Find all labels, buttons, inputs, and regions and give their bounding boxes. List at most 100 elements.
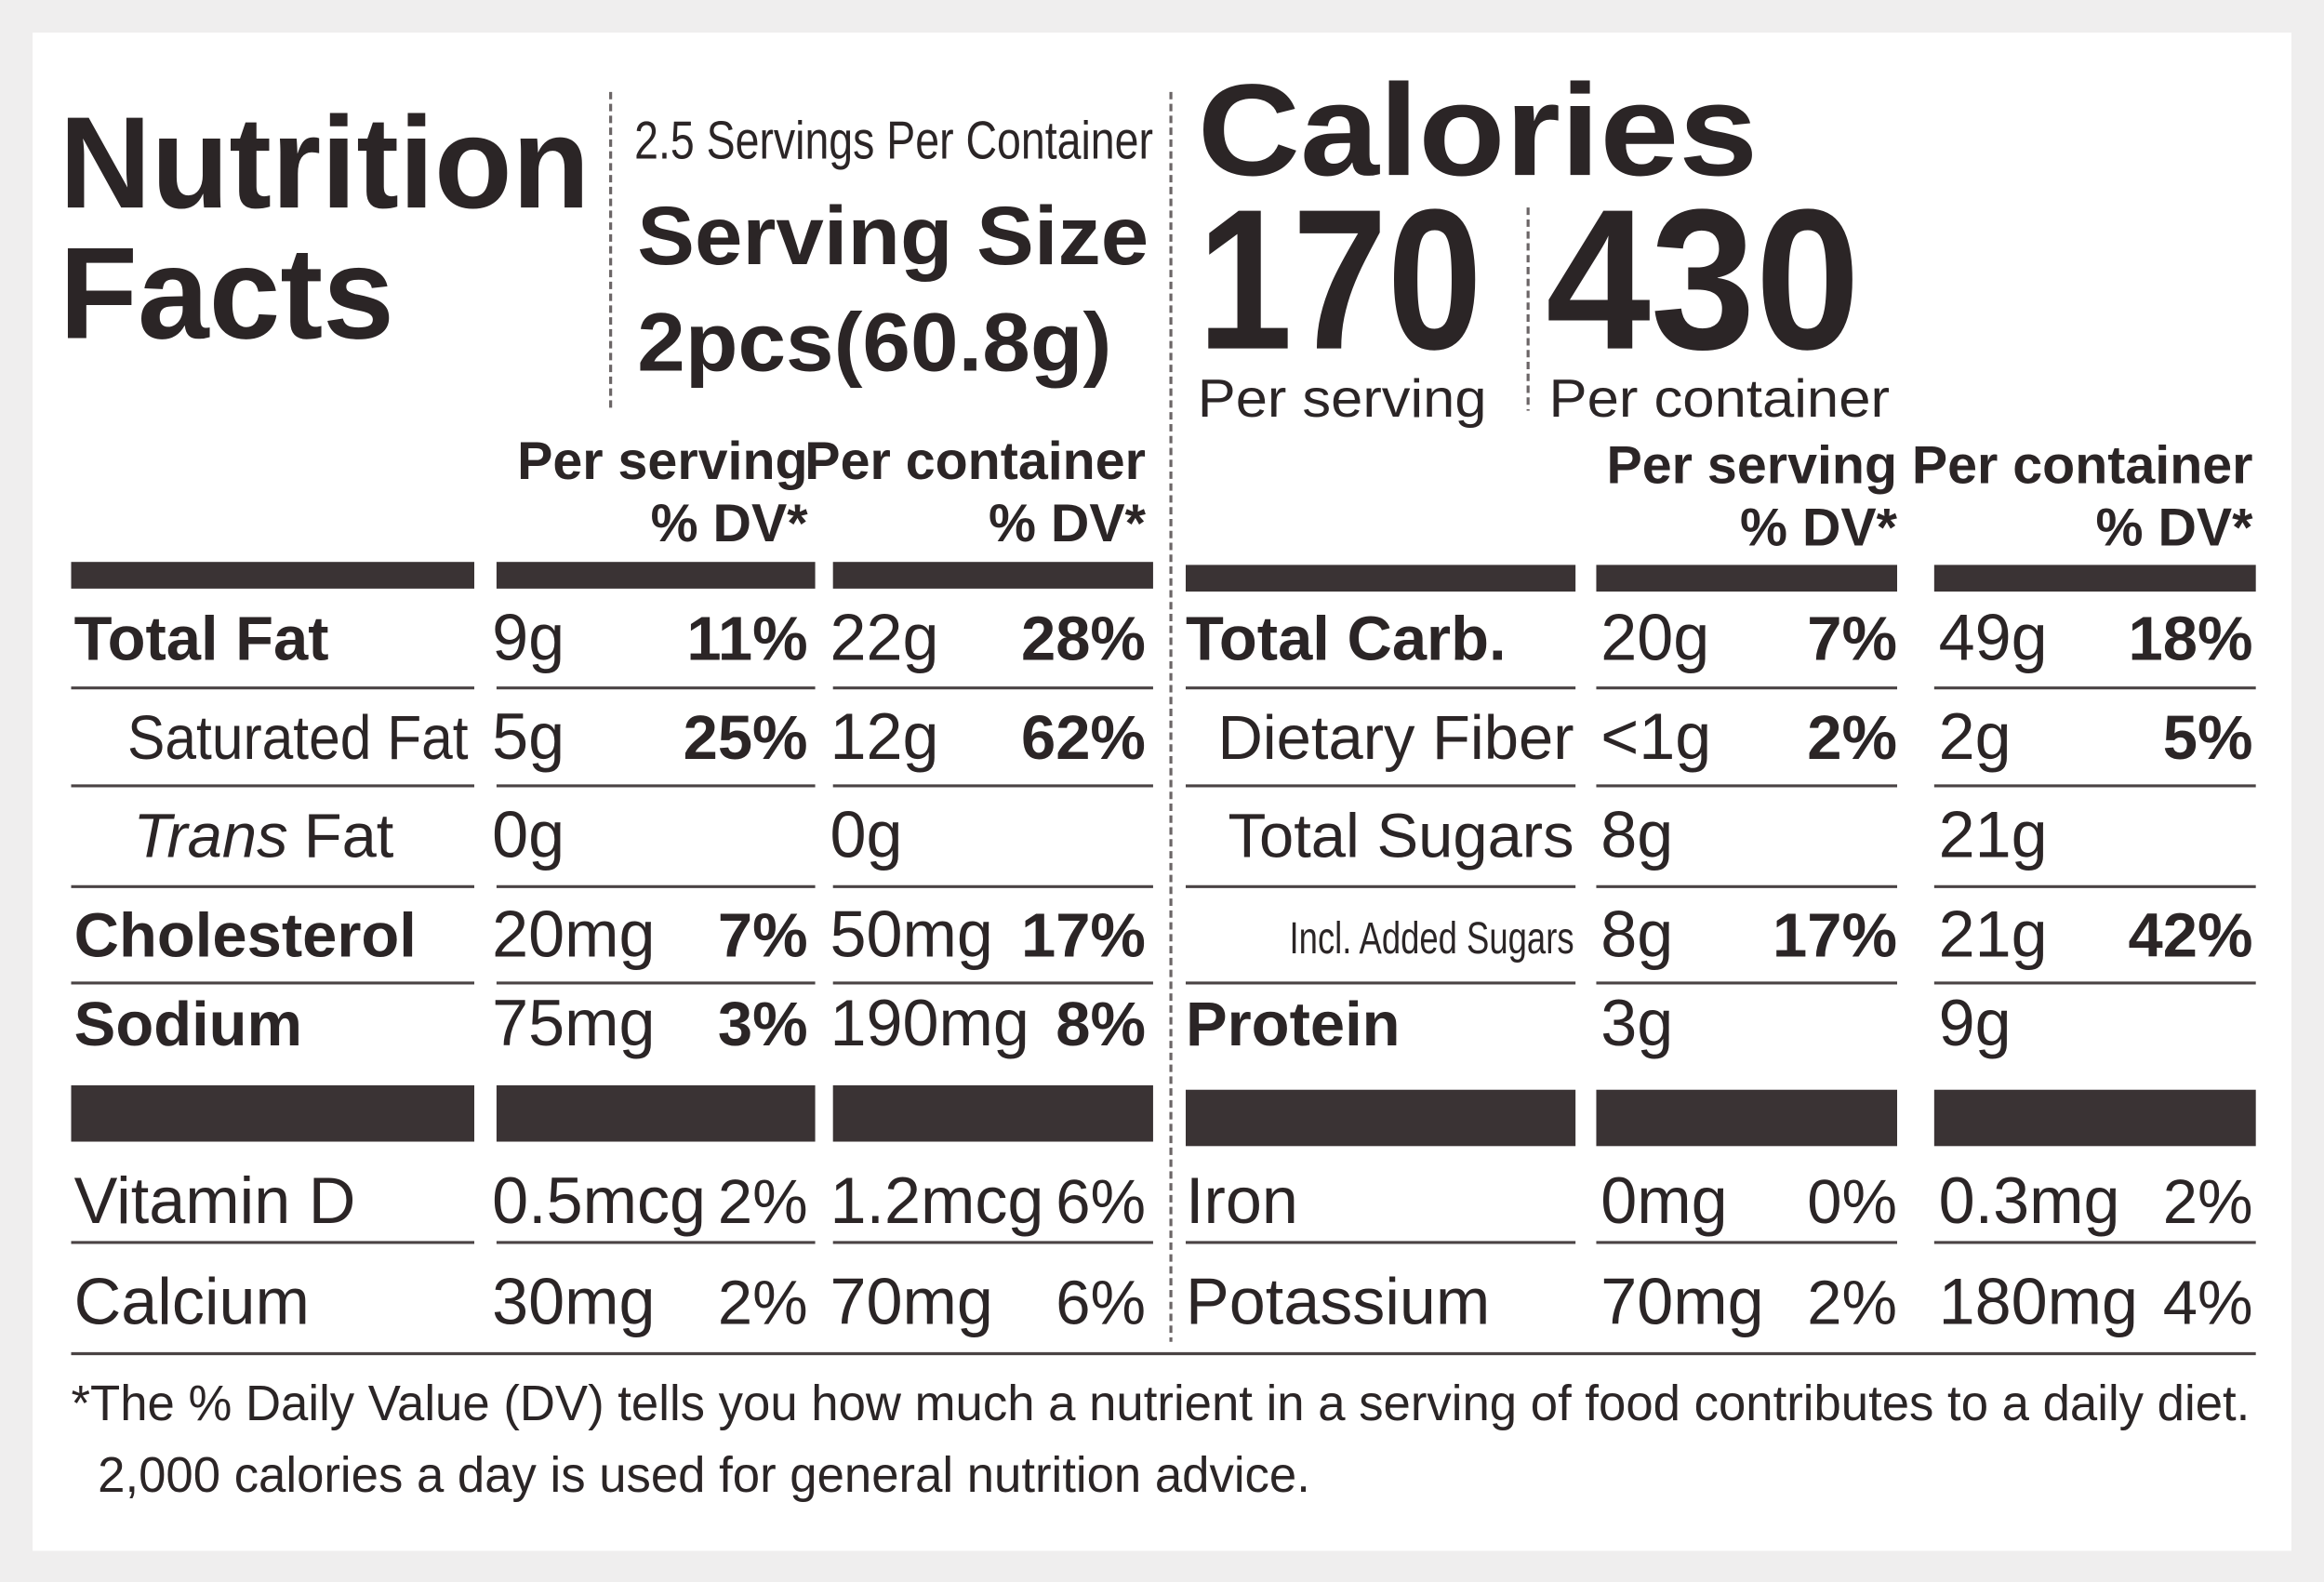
daily-value: 25% [684, 703, 808, 773]
thick-bar [1933, 565, 2256, 592]
amount: 8g [1600, 897, 1673, 970]
nutrient-name: Trans [133, 801, 287, 871]
servings-per-container: 2.5 Servings Per Container [634, 112, 1153, 171]
calories-caption: Per serving [1198, 369, 1487, 429]
amount: 20mg [492, 897, 655, 970]
amount: 0.3mg [1939, 1164, 2120, 1237]
column-header: Per serving [1606, 436, 1897, 496]
amount: 22g [830, 601, 939, 673]
nutrient-name: Total Carb. [1186, 604, 1507, 673]
amount: 21g [1939, 897, 2048, 970]
nutrient-name: Dietary Fiber [1217, 703, 1574, 773]
daily-value: 11% [686, 604, 807, 673]
nutrient-name: Vitamin D [74, 1164, 356, 1237]
column-header: % DV* [989, 494, 1147, 553]
daily-value: 7% [718, 900, 808, 970]
label-panel [33, 33, 2291, 1551]
amount: 49g [1939, 601, 2048, 673]
thick-bar [832, 562, 1153, 589]
amount: 0.5mcg [492, 1164, 706, 1237]
daily-value: 17% [1021, 900, 1146, 970]
thick-bar [71, 562, 474, 589]
amount: 30mg [492, 1266, 655, 1338]
calories-value: 170 [1198, 167, 1482, 392]
daily-value: 6% [1056, 1167, 1146, 1237]
amount: 9g [1939, 987, 2012, 1059]
nutrient-name: Iron [1186, 1164, 1298, 1237]
daily-value: 7% [1807, 604, 1897, 673]
amount: <1g [1600, 700, 1711, 773]
amount: 0mg [1600, 1164, 1727, 1237]
thick-bar [832, 1084, 1153, 1142]
serving-size: 2pcs(60.8g) [637, 296, 1111, 389]
column-header: Per container [804, 432, 1146, 491]
nutrient-name: Potassium [1186, 1266, 1490, 1338]
daily-value: 2% [718, 1269, 808, 1338]
amount: 9g [492, 601, 564, 673]
daily-value: 2% [1807, 1269, 1897, 1338]
column-header: % DV* [2096, 499, 2254, 558]
nutrient-name: Cholesterol [74, 900, 417, 970]
amount: 5g [492, 700, 564, 773]
column-header: % DV* [651, 494, 809, 553]
daily-value: 8% [1056, 990, 1146, 1059]
daily-value: 2% [1807, 703, 1897, 773]
daily-value: 62% [1021, 703, 1146, 773]
calories-label: Calories [1198, 57, 1758, 203]
thick-bar [1186, 565, 1576, 592]
daily-value: 6% [1056, 1269, 1146, 1338]
column-header: % DV* [1740, 499, 1898, 558]
serving-size-label: Serving Size [637, 189, 1149, 282]
daily-value: 5% [2163, 703, 2253, 773]
daily-value: 3% [718, 990, 808, 1059]
amount: 50mg [830, 897, 993, 970]
amount: 20g [1600, 601, 1709, 673]
thick-bar [71, 1084, 474, 1142]
title: Facts [60, 219, 394, 366]
daily-value: 28% [1021, 604, 1146, 673]
amount: 21g [1939, 798, 2048, 871]
amount: 70mg [1600, 1266, 1763, 1338]
nutrient-name: Calcium [74, 1266, 310, 1338]
amount: 75mg [492, 987, 655, 1059]
thick-bar [1596, 1089, 1897, 1147]
nutrient-name: Protein [1186, 990, 1401, 1059]
nutrient-name: Total Fat [74, 604, 329, 673]
amount: 180mg [1939, 1266, 2138, 1338]
nutrient-name: Fat [304, 801, 394, 871]
thick-bar [496, 1084, 816, 1142]
daily-value: 17% [1773, 900, 1897, 970]
thick-bar [1186, 1089, 1576, 1147]
footnote: 2,000 calories a day is used for general… [98, 1447, 1310, 1503]
daily-value: 4% [2163, 1269, 2253, 1338]
nutrient-name: Saturated Fat [127, 703, 469, 773]
column-header: Per serving [517, 432, 808, 491]
amount: 190mg [830, 987, 1029, 1059]
thick-bar [496, 562, 816, 589]
calories-value: 430 [1546, 167, 1860, 392]
amount: 8g [1600, 798, 1673, 871]
daily-value: 2% [2163, 1167, 2253, 1237]
amount: 3g [1600, 987, 1673, 1059]
column-header: Per container [1912, 436, 2253, 496]
nutrient-name: Total Sugars [1228, 801, 1574, 871]
daily-value: 2% [718, 1167, 808, 1237]
calories-caption: Per container [1548, 369, 1890, 429]
nutrient-name: Sodium [74, 990, 302, 1059]
daily-value: 0% [1807, 1167, 1897, 1237]
amount: 70mg [830, 1266, 993, 1338]
thick-bar [1596, 565, 1897, 592]
daily-value: 42% [2129, 900, 2253, 970]
amount: 2g [1939, 700, 2012, 773]
daily-value: 18% [2129, 604, 2253, 673]
title: Nutrition [60, 89, 591, 235]
footnote: *The % Daily Value (DV) tells you how mu… [72, 1376, 2251, 1431]
nutrient-name: Incl. Added Sugars [1290, 914, 1574, 964]
amount: 0g [830, 798, 903, 871]
thick-bar [1933, 1089, 2256, 1147]
amount: 1.2mcg [830, 1164, 1044, 1237]
amount: 0g [492, 798, 564, 871]
amount: 12g [830, 700, 939, 773]
